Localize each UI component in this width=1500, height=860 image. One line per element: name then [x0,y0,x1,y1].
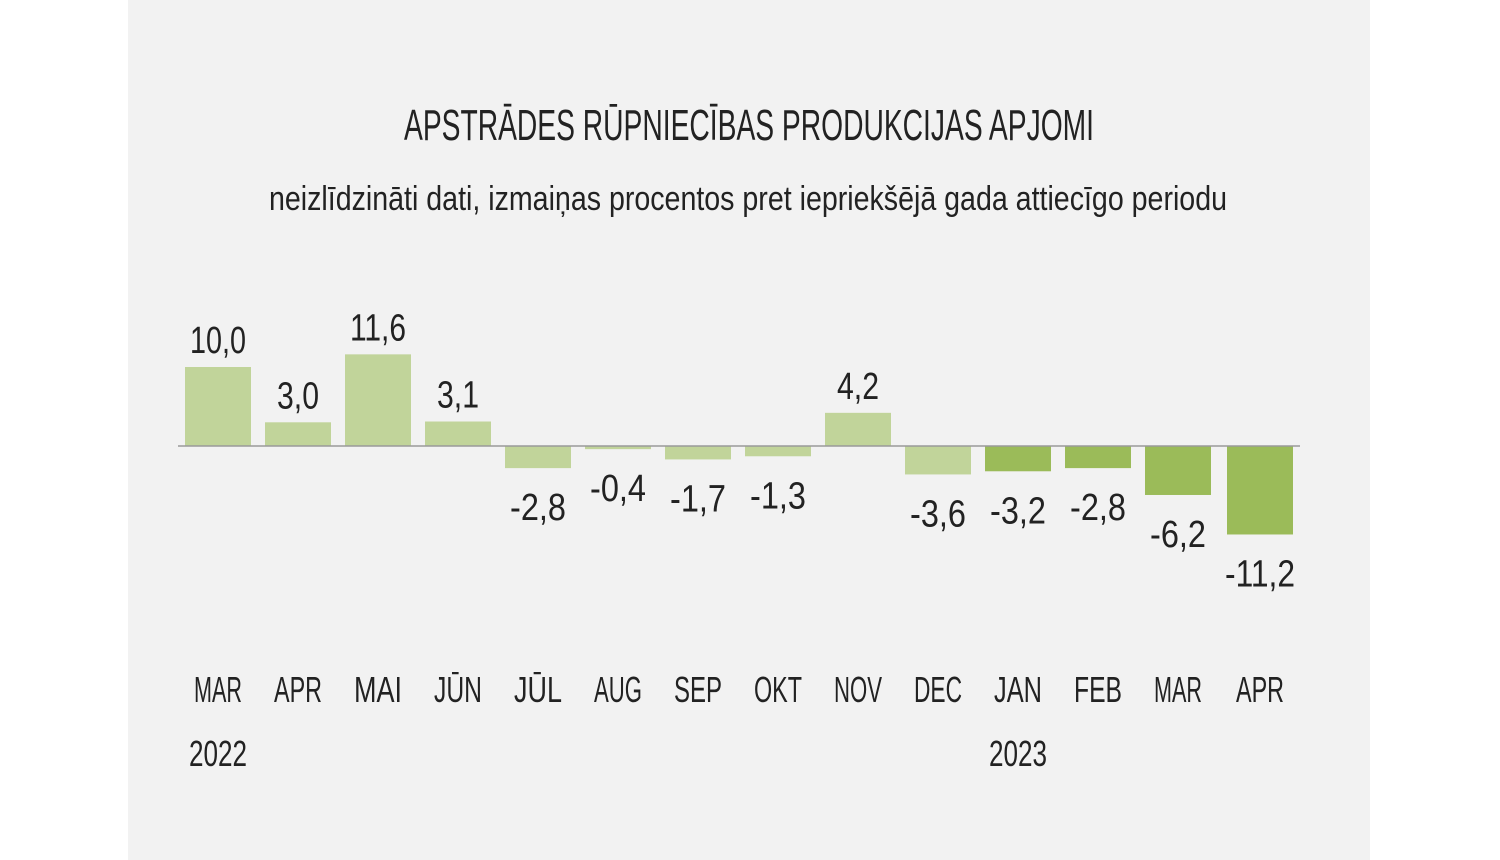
bar-nov-8 [825,412,891,446]
bar-mar-0 [185,367,251,446]
year-label: 2022 [189,733,247,774]
x-tick-label: NOV [834,669,882,710]
x-tick-label: SEP [674,669,722,710]
x-tick-label: AUG [594,669,642,710]
bar-aug-5 [585,446,651,450]
data-label: -3,6 [910,493,966,535]
x-tick-label: DEC [914,669,962,710]
year-label: 2023 [989,733,1047,774]
data-label: -1,7 [670,478,726,520]
chart-subtitle: neizlīdzināti dati, izmaiņas procentos p… [269,180,1227,218]
bar-apr-1 [265,422,331,446]
bar-feb-11 [1065,446,1131,469]
data-label: -0,4 [590,468,646,510]
bar-jan-10 [985,446,1051,472]
chart-title: APSTRĀDES RŪPNIECĪBAS PRODUKCIJAS APJOMI [404,101,1094,150]
data-label: -2,8 [510,487,566,529]
data-label: 10,0 [190,320,246,362]
x-tick-label: JAN [994,669,1042,710]
x-tick-label: MAR [1154,669,1202,710]
x-tick-label: MAI [354,669,402,710]
data-label: 11,6 [350,307,406,349]
bar-jūn-3 [425,421,491,446]
data-label: -3,2 [990,490,1046,532]
data-label: 3,1 [437,375,479,417]
bar-dec-9 [905,446,971,475]
data-label: 3,0 [277,375,319,417]
x-tick-label: JŪL [514,669,562,710]
bar-apr-13 [1227,446,1293,535]
data-label: -2,8 [1070,487,1126,529]
data-label: -1,3 [750,475,806,517]
data-label: -6,2 [1150,514,1206,556]
data-label: -11,2 [1225,553,1295,595]
bar-mar-12 [1145,446,1211,495]
x-tick-label: APR [274,669,322,710]
bar-jūl-4 [505,446,571,469]
x-tick-label: APR [1236,669,1284,710]
bar-okt-7 [745,446,811,457]
x-tick-label: JŪN [434,669,482,710]
x-tick-label: FEB [1074,669,1122,710]
x-tick-label: MAR [194,669,242,710]
bar-mai-2 [345,354,411,446]
x-tick-label: OKT [754,669,802,710]
data-label: 4,2 [837,366,879,408]
chart-panel [128,0,1370,860]
bar-sep-6 [665,446,731,460]
